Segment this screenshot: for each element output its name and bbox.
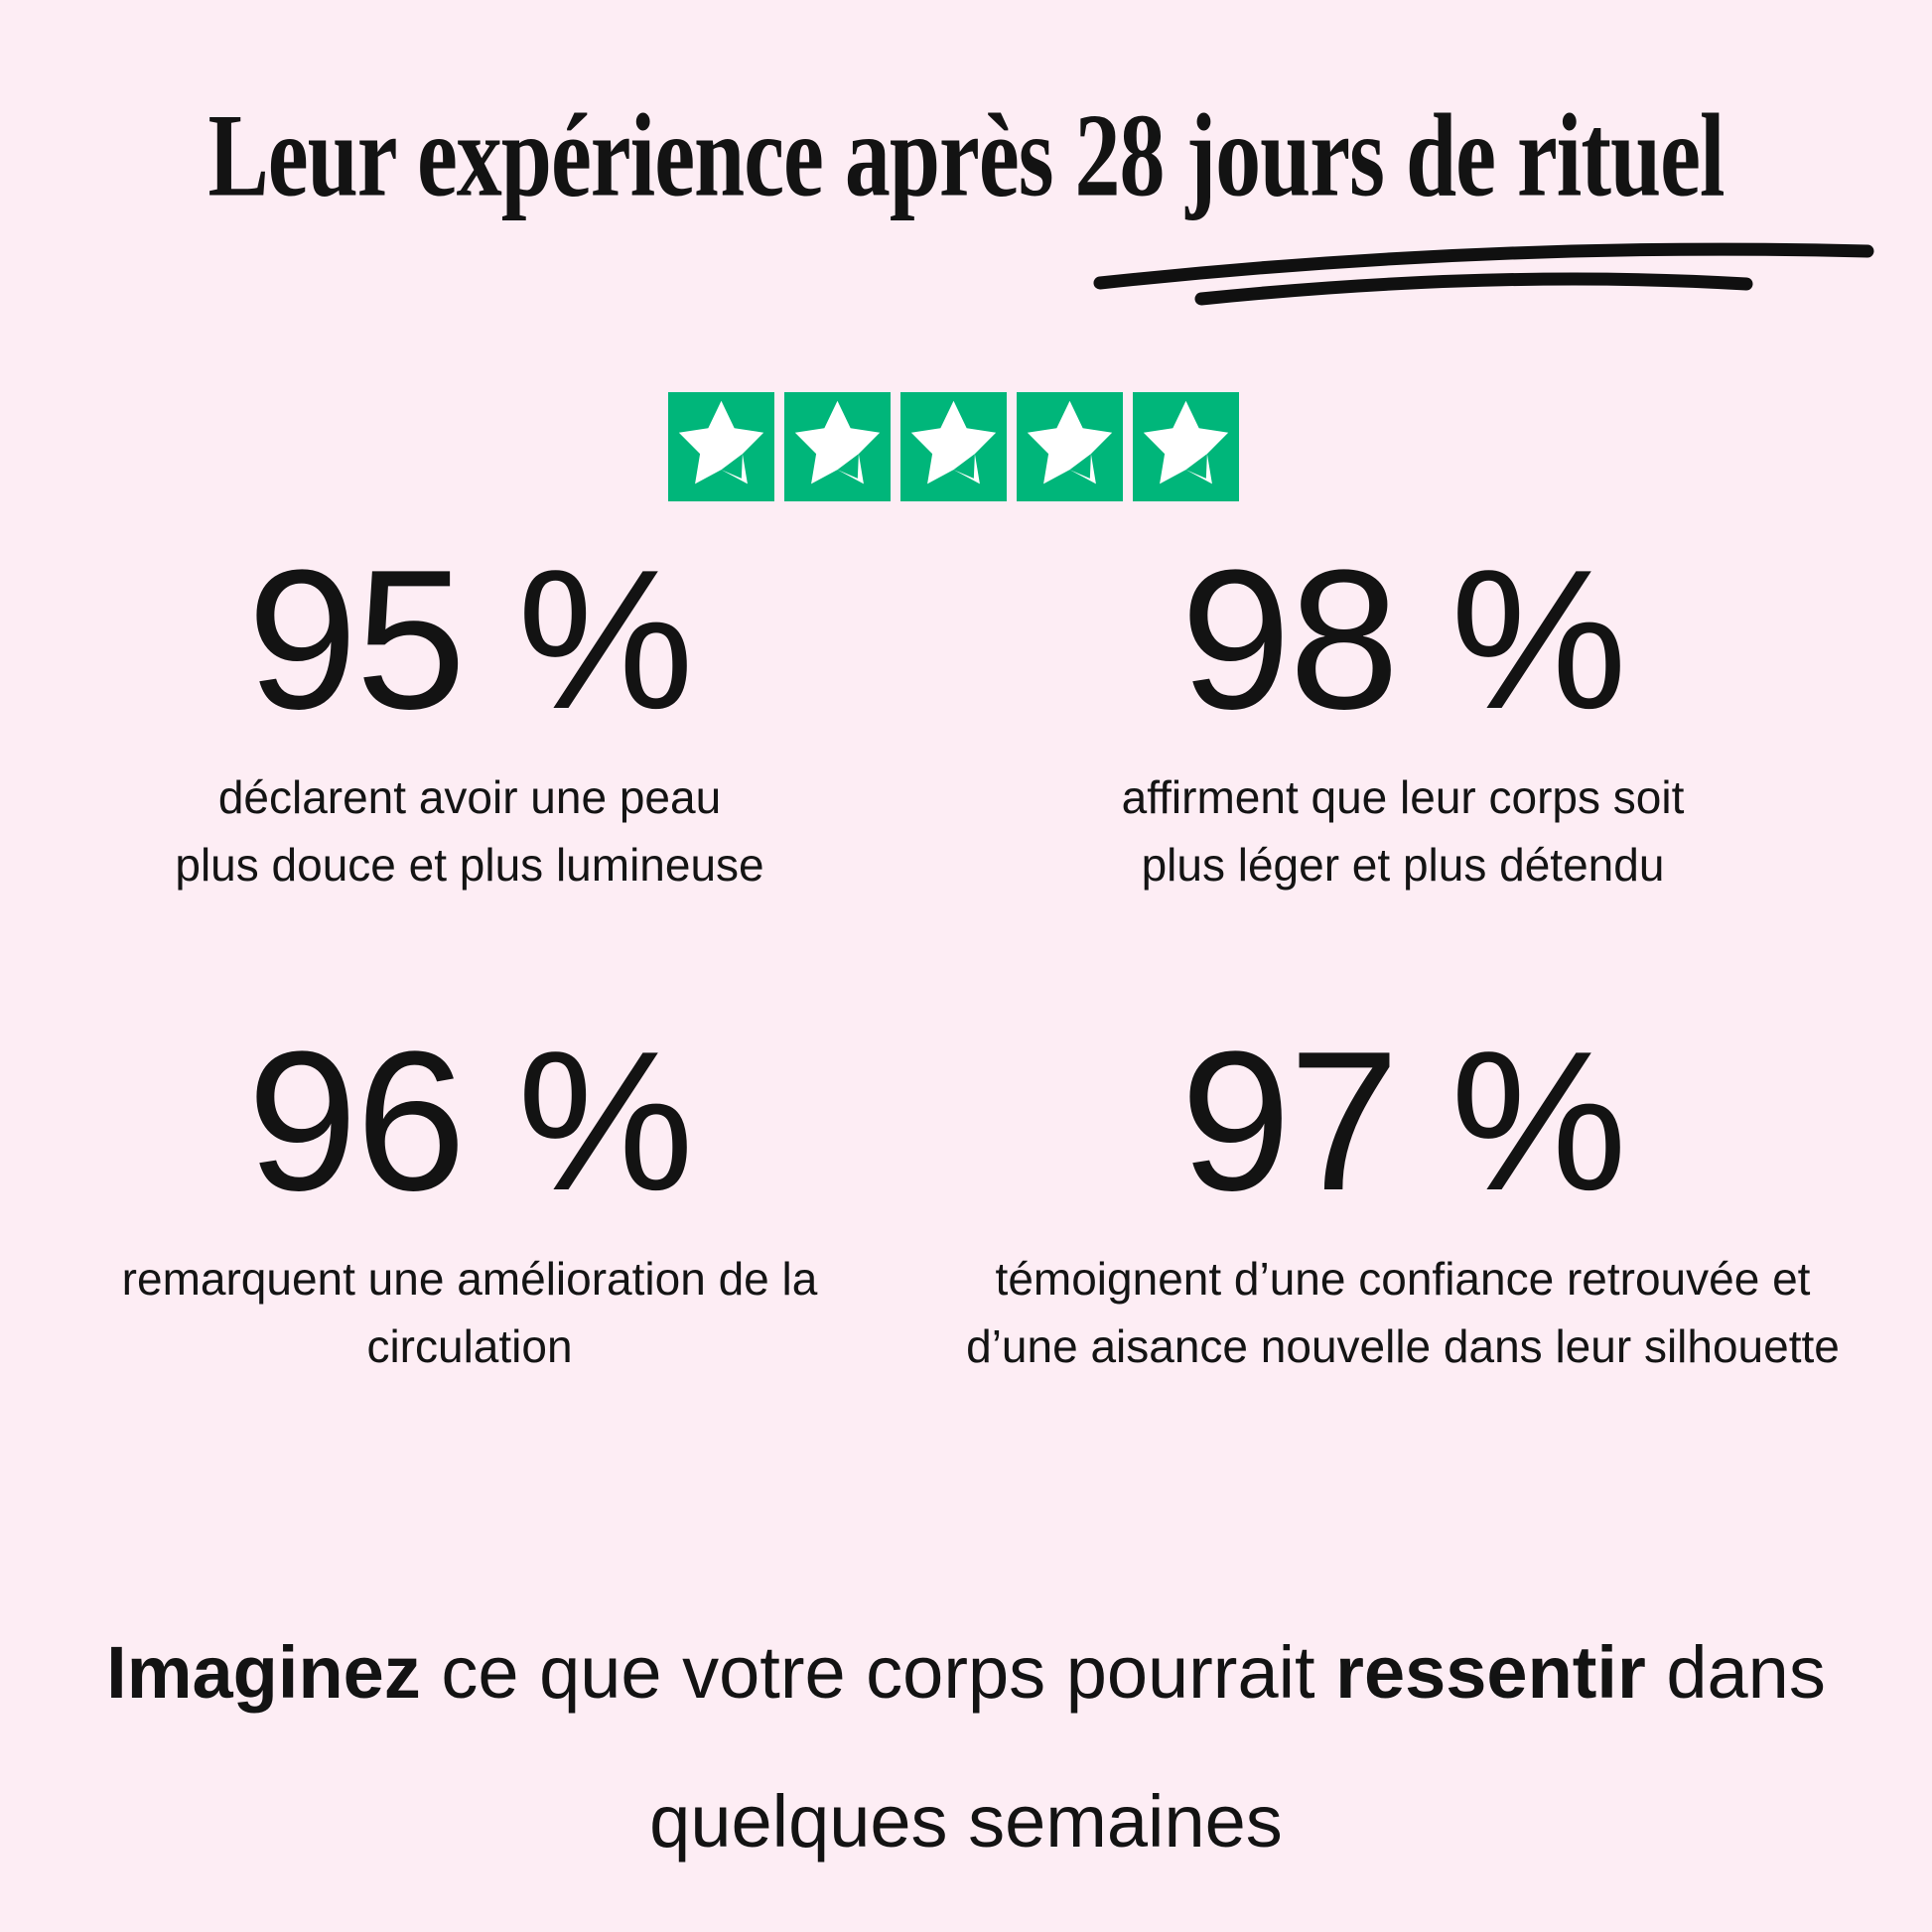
closing-text: ce que votre corps pourrait — [420, 1631, 1336, 1714]
stat-caption: témoignent d’une confiance retrouvée et … — [931, 1245, 1874, 1380]
page-title: Leur expérience après 28 jours de rituel — [207, 88, 1725, 221]
trustpilot-star-icon — [1132, 392, 1239, 501]
closing-emphasis: ressentir — [1335, 1631, 1646, 1714]
stat-caption: déclarent avoir une peau plus douce et p… — [8, 763, 931, 898]
title-underline-swoosh — [1093, 242, 1874, 306]
stat-caption-line: déclarent avoir une peau — [217, 771, 722, 823]
trustpilot-rating — [0, 392, 1919, 501]
stat-card-body-lightness: 98 % affirment que leur corps soit plus … — [931, 541, 1874, 898]
closing-message-line1: Imaginez ce que votre corps pourrait res… — [0, 1598, 1932, 1747]
stat-caption-line: affirment que leur corps soit — [1121, 771, 1685, 823]
trustpilot-star-icon — [783, 392, 891, 501]
stat-value: 96 % — [247, 1011, 694, 1232]
closing-message-line2: quelques semaines — [649, 1780, 1283, 1863]
stat-card-skin: 95 % déclarent avoir une peau plus douce… — [8, 541, 931, 898]
stat-caption: remarquent une amélioration de la circul… — [8, 1245, 931, 1380]
trustpilot-star-icon — [1016, 392, 1123, 501]
stat-caption-line: remarquent une amélioration de la — [121, 1253, 818, 1305]
stat-caption-line: témoignent d’une confiance retrouvée et — [995, 1253, 1811, 1305]
stat-caption-line: d’une aisance nouvelle dans leur silhoue… — [966, 1320, 1840, 1372]
stat-value: 98 % — [1180, 529, 1627, 751]
stat-value: 97 % — [1180, 1011, 1627, 1232]
stat-caption-line: plus léger et plus détendu — [1141, 839, 1665, 891]
stat-caption-line: circulation — [366, 1320, 573, 1372]
stat-caption: affirment que leur corps soit plus léger… — [931, 763, 1874, 898]
stat-caption-line: plus douce et plus lumineuse — [175, 839, 764, 891]
trustpilot-star-icon — [899, 392, 1007, 501]
stat-card-circulation: 96 % remarquent une amélioration de la c… — [8, 1023, 931, 1380]
stats-row-bottom: 96 % remarquent une amélioration de la c… — [8, 1023, 1874, 1380]
stats-row-top: 95 % déclarent avoir une peau plus douce… — [8, 541, 1874, 898]
closing-text: dans — [1645, 1631, 1826, 1714]
stat-card-confidence: 97 % témoignent d’une confiance retrouvé… — [931, 1023, 1874, 1380]
closing-emphasis: Imaginez — [106, 1631, 421, 1714]
trustpilot-star-icon — [667, 392, 774, 501]
stat-value: 95 % — [247, 529, 694, 751]
closing-message: Imaginez ce que votre corps pourrait res… — [0, 1598, 1932, 1896]
